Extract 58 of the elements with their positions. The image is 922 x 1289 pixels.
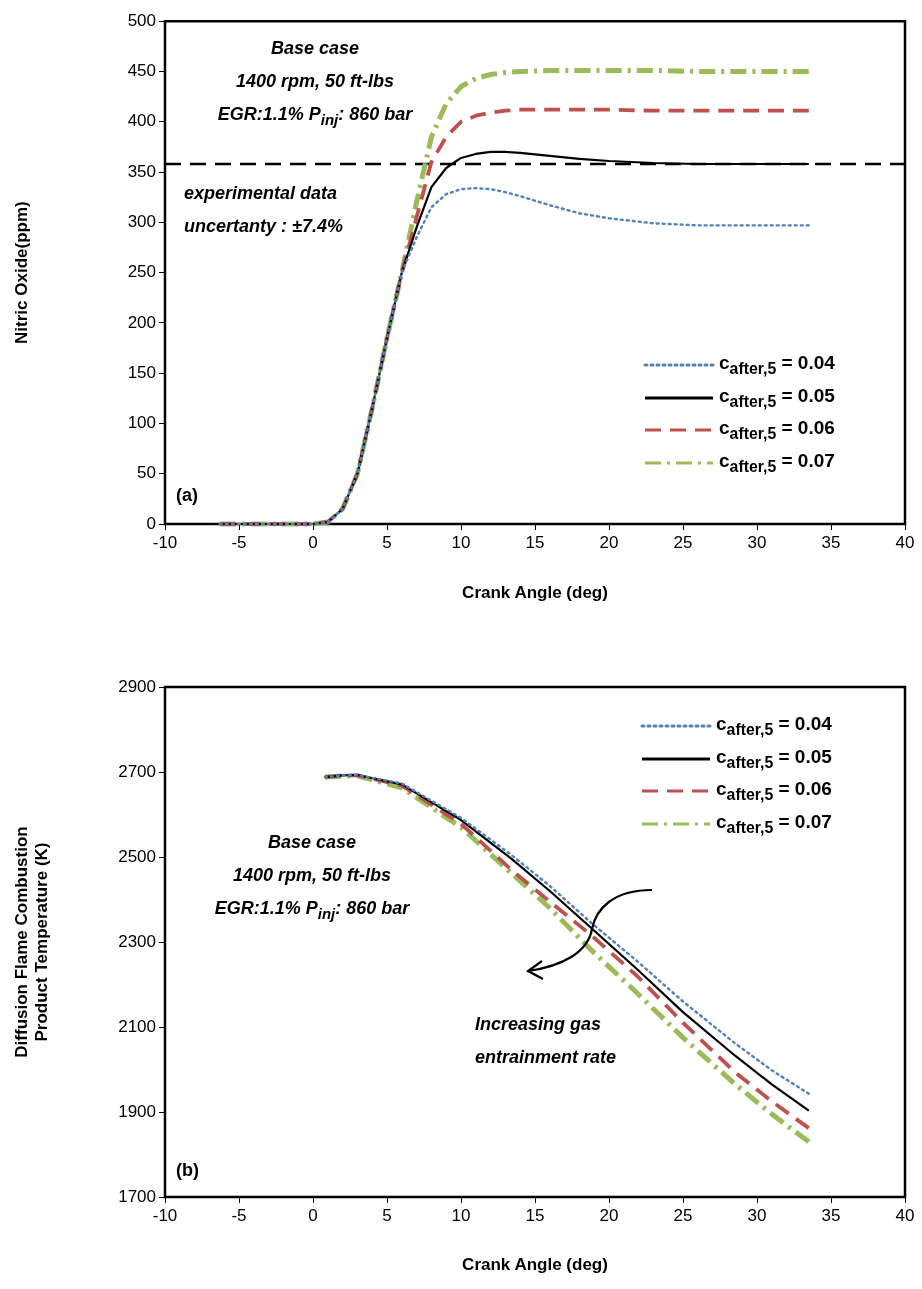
y-tick-label: 2100 — [118, 1016, 156, 1036]
y-tick-label: 0 — [146, 513, 156, 533]
x-tick-label: 30 — [747, 1205, 767, 1225]
x-tick-label: 5 — [382, 532, 392, 552]
x-tick-label: 25 — [673, 532, 693, 552]
legend-label: c$_{after,5}$ = 0.06 — [716, 778, 832, 805]
y-axis-title: Nitric Oxide(ppm) — [11, 201, 31, 344]
y-axis-title: Diffusion Flame Combustion Product Temperature (K) — [11, 826, 52, 1058]
x-tick-label: 0 — [308, 532, 318, 552]
annotation: (a) — [176, 484, 199, 507]
y-tick-label: 2700 — [118, 761, 156, 781]
x-tick-label: 10 — [451, 532, 471, 552]
x-tick-label: -10 — [152, 532, 178, 552]
annotation: Increasing gas entrainment rate — [475, 1013, 618, 1069]
legend-label: c$_{after,5}$ = 0.04 — [719, 352, 835, 379]
legend-label: c$_{after,5}$ = 0.07 — [716, 810, 832, 837]
x-axis-title: Crank Angle (deg) — [462, 1255, 608, 1275]
x-tick-label: -5 — [231, 1205, 247, 1225]
x-tick-label: 15 — [525, 1205, 545, 1225]
y-tick-label: 1900 — [118, 1101, 156, 1121]
x-tick-label: 20 — [599, 1205, 619, 1225]
y-tick-label: 400 — [127, 111, 156, 131]
x-tick-label: -10 — [152, 1205, 178, 1225]
legend-label: c$_{after,5}$ = 0.05 — [719, 384, 835, 411]
y-tick-label: 150 — [127, 362, 156, 382]
y-tick-label: 200 — [127, 312, 156, 332]
y-tick-label: 100 — [127, 413, 156, 433]
x-tick-label: 25 — [673, 1205, 693, 1225]
y-tick-label: 300 — [127, 212, 156, 232]
x-tick-label: 35 — [821, 1205, 841, 1225]
y-tick-label: 500 — [127, 10, 156, 30]
x-tick-label: -5 — [231, 532, 247, 552]
x-tick-label: 30 — [747, 532, 767, 552]
x-tick-label: 5 — [382, 1205, 392, 1225]
x-tick-label: 0 — [308, 1205, 318, 1225]
legend-label: c$_{after,5}$ = 0.05 — [716, 745, 832, 772]
annotation: (b) — [176, 1159, 200, 1182]
x-tick-label: 20 — [599, 532, 619, 552]
annotation: Base case 1400 rpm, 50 ft-lbs EGR:1.1% P$_{inj}$: 860 bar — [216, 37, 414, 130]
x-tick-label: 10 — [451, 1205, 471, 1225]
y-tick-label: 50 — [137, 463, 156, 483]
y-tick-label: 2500 — [118, 846, 156, 866]
x-tick-label: 40 — [895, 1205, 915, 1225]
y-tick-label: 1700 — [118, 1186, 156, 1206]
y-tick-label: 350 — [127, 161, 156, 181]
x-axis-title: Crank Angle (deg) — [462, 583, 608, 603]
y-tick-label: 2300 — [118, 931, 156, 951]
x-tick-label: 15 — [525, 532, 545, 552]
legend-label: c$_{after,5}$ = 0.06 — [719, 417, 835, 444]
y-tick-label: 250 — [127, 262, 156, 282]
annotation: experimental data uncertanty : ±7.4% — [184, 182, 344, 238]
x-tick-label: 40 — [895, 532, 915, 552]
x-tick-label: 35 — [821, 532, 841, 552]
legend-label: c$_{after,5}$ = 0.07 — [719, 449, 835, 476]
legend-label: c$_{after,5}$ = 0.04 — [716, 713, 832, 740]
y-tick-label: 2900 — [118, 676, 156, 696]
y-tick-label: 450 — [127, 61, 156, 81]
annotation: Base case 1400 rpm, 50 ft-lbs EGR:1.1% P$_{inj}$: 860 bar — [214, 832, 410, 922]
